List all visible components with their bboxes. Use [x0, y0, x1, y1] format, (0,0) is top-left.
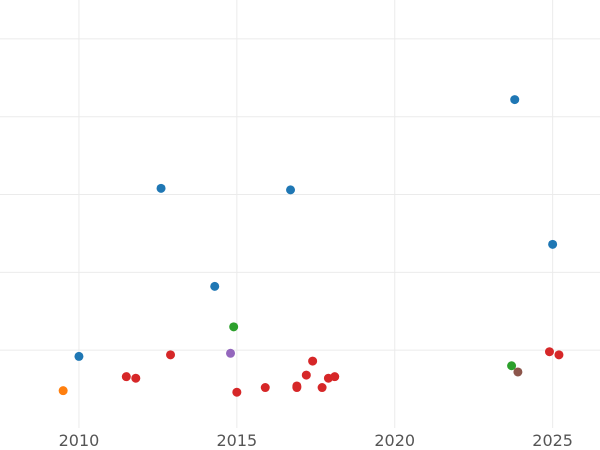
x-tick-label-2: 2020 — [374, 431, 415, 450]
data-point-15 — [308, 356, 318, 366]
data-point-22 — [544, 347, 554, 357]
data-point-6 — [210, 281, 220, 291]
data-points — [58, 95, 564, 397]
data-point-3 — [131, 373, 141, 383]
data-point-23 — [548, 239, 558, 249]
data-point-11 — [286, 185, 296, 195]
x-tick-label-1: 2015 — [216, 431, 257, 450]
data-point-4 — [156, 183, 166, 193]
x-tick-label-3: 2025 — [532, 431, 573, 450]
data-point-8 — [229, 322, 239, 332]
data-point-7 — [226, 348, 236, 358]
x-tick-label-0: 2010 — [59, 431, 100, 450]
data-point-5 — [166, 350, 176, 360]
data-point-2 — [121, 372, 131, 382]
data-point-24 — [554, 350, 564, 360]
y-gridlines — [0, 38, 600, 351]
data-point-21 — [513, 367, 523, 377]
data-point-13 — [292, 381, 302, 391]
data-point-20 — [510, 95, 520, 105]
data-point-14 — [301, 370, 311, 380]
data-point-19 — [507, 361, 517, 371]
data-point-18 — [330, 372, 340, 382]
data-point-16 — [317, 383, 327, 393]
data-point-1 — [74, 351, 84, 361]
data-point-0 — [58, 386, 68, 396]
data-point-9 — [232, 387, 242, 397]
data-point-10 — [260, 383, 270, 393]
x-axis-tick-labels: 2010 2015 2020 2025 — [59, 431, 573, 450]
